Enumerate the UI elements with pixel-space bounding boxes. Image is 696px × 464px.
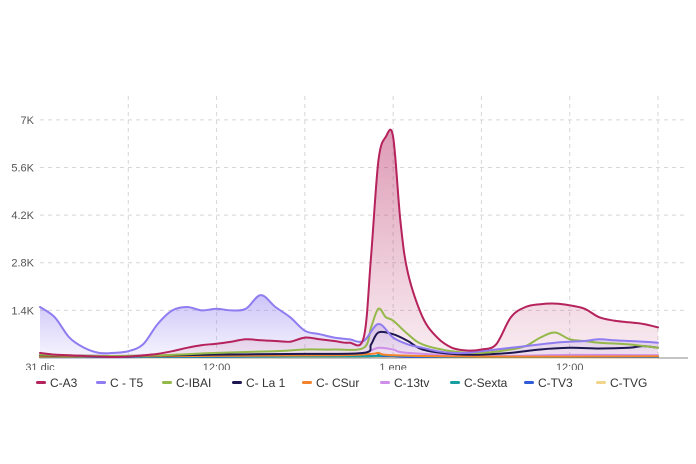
legend-item[interactable]: C-TV3 <box>524 376 573 390</box>
area-c-t5 <box>40 295 658 358</box>
legend-swatch <box>380 381 390 385</box>
legend-item[interactable]: C- CSur <box>302 376 359 390</box>
x-tick-label: 12:00 <box>203 362 231 370</box>
line-c-a3[interactable] <box>39 128 659 358</box>
line-c-t5[interactable] <box>39 294 659 355</box>
legend-item[interactable]: C-IBAI <box>162 376 211 390</box>
y-tick-label: 4.2K <box>11 210 34 222</box>
y-tick-label: 7K <box>21 115 35 127</box>
legend-item[interactable]: C-TVG <box>596 376 647 390</box>
legend-label: C - T5 <box>110 376 144 390</box>
legend: C-A3 C - T5 C-IBAI C- La 1 C- CSur C-13tv C-Se… <box>0 376 696 396</box>
legend-label: C-13tv <box>394 376 430 390</box>
legend-label: C- La 1 <box>246 376 286 390</box>
x-tick-label: 31 dic <box>25 362 55 370</box>
x-axis-ticks: 31 dic 12:00 1 ene 12:00 <box>25 362 583 370</box>
y-axis-ticks: 1.4K 2.8K 4.2K 5.6K 7K <box>11 115 34 318</box>
legend-swatch <box>524 381 534 385</box>
legend-item[interactable]: C-Sexta <box>450 376 507 390</box>
legend-item[interactable]: C- La 1 <box>232 376 285 390</box>
legend-item[interactable]: C-13tv <box>380 376 429 390</box>
area-c-a3 <box>40 129 658 358</box>
chart: 1.4K 2.8K 4.2K 5.6K 7K 31 dic 12:00 1 ene 12:00 <box>11 96 688 370</box>
legend-label: C-Sexta <box>464 376 508 390</box>
legend-label: C-A3 <box>50 376 78 390</box>
legend-swatch <box>162 381 172 385</box>
legend-item[interactable]: C - T5 <box>96 376 143 390</box>
legend-swatch <box>302 381 312 385</box>
legend-swatch <box>232 381 242 385</box>
series-areas <box>40 129 658 358</box>
x-tick-label: 12:00 <box>556 362 584 370</box>
legend-item[interactable]: C-A3 <box>36 376 77 390</box>
legend-label: C-TV3 <box>538 376 573 390</box>
y-tick-label: 5.6K <box>11 162 34 174</box>
line-c-ibai[interactable] <box>39 307 659 358</box>
y-tick-label: 2.8K <box>11 258 34 270</box>
legend-swatch <box>596 381 606 385</box>
x-tick-label: 1 ene <box>379 362 407 370</box>
legend-label: C- CSur <box>316 376 360 390</box>
y-tick-label: 1.4K <box>11 305 34 317</box>
legend-swatch <box>450 381 460 385</box>
legend-swatch <box>96 381 106 385</box>
legend-label: C-TVG <box>610 376 648 390</box>
series-lines <box>39 128 659 359</box>
legend-swatch <box>36 381 46 385</box>
legend-label: C-IBAI <box>176 376 212 390</box>
